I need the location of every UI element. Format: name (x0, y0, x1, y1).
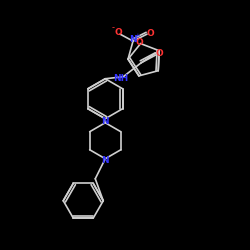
Text: N: N (102, 117, 109, 126)
Text: N: N (129, 35, 137, 44)
Text: O: O (156, 49, 163, 58)
Text: O: O (146, 28, 154, 38)
Text: O: O (136, 38, 143, 47)
Text: O: O (114, 28, 122, 36)
Text: N: N (102, 156, 109, 165)
Text: -: - (112, 24, 114, 32)
Text: +: + (134, 33, 140, 39)
Text: NH: NH (113, 74, 128, 83)
